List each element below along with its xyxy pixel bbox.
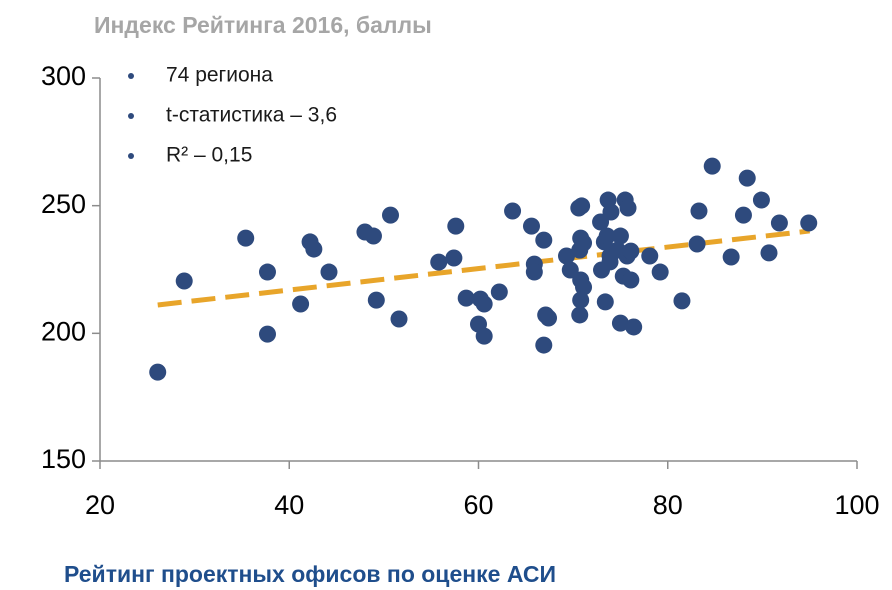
- y-tick-label: 150: [41, 444, 86, 474]
- point: [558, 247, 576, 265]
- point: [475, 327, 493, 345]
- point: [175, 272, 193, 290]
- point: [364, 227, 382, 245]
- point: [367, 291, 385, 309]
- point: [258, 263, 276, 281]
- point: [622, 242, 640, 260]
- point: [305, 240, 323, 258]
- y-tick-label: 300: [41, 61, 86, 91]
- x-tick-label: 60: [463, 490, 493, 520]
- x-tick-label: 20: [85, 490, 115, 520]
- x-tick-label: 80: [653, 490, 683, 520]
- annotation-bullet: [128, 73, 134, 79]
- point: [575, 278, 593, 296]
- point: [760, 244, 778, 262]
- point: [573, 197, 591, 215]
- point: [688, 235, 706, 253]
- point: [770, 214, 788, 232]
- point: [535, 336, 553, 354]
- point: [430, 253, 448, 271]
- point: [237, 229, 255, 247]
- point: [445, 249, 463, 267]
- point: [722, 248, 740, 266]
- x-tick-label: 40: [274, 490, 304, 520]
- annotation: 74 региона: [166, 64, 273, 87]
- point: [540, 309, 558, 327]
- point: [504, 202, 522, 220]
- point: [292, 295, 310, 313]
- point: [800, 214, 818, 232]
- annotation: t-статистика – 3,6: [166, 104, 337, 127]
- point: [571, 306, 589, 324]
- point: [525, 263, 543, 281]
- point: [522, 217, 540, 235]
- point: [535, 231, 553, 249]
- chart-title: Индекс Рейтинга 2016, баллы: [94, 12, 432, 38]
- point: [596, 293, 614, 311]
- point: [752, 191, 770, 209]
- point: [598, 227, 616, 245]
- point: [611, 227, 629, 245]
- point: [611, 314, 629, 332]
- annotation-bullet: [128, 153, 134, 159]
- y-tick-label: 200: [41, 316, 86, 346]
- point: [447, 217, 465, 235]
- point: [475, 295, 493, 313]
- point: [651, 263, 669, 281]
- point: [673, 292, 691, 310]
- point: [571, 241, 589, 259]
- point: [320, 263, 338, 281]
- x-axis-label: Рейтинг проектных офисов по оценке АСИ: [64, 561, 556, 587]
- point: [149, 363, 167, 381]
- point: [602, 203, 620, 221]
- annotation: R² – 0,15: [166, 144, 252, 167]
- point: [381, 206, 399, 224]
- point: [390, 310, 408, 328]
- annotation-bullet: [128, 113, 134, 119]
- point: [641, 247, 659, 265]
- point: [734, 206, 752, 224]
- point: [258, 325, 276, 343]
- point: [690, 202, 708, 220]
- x-tick-label: 100: [834, 490, 879, 520]
- point: [738, 169, 756, 187]
- point: [622, 271, 640, 289]
- point: [703, 157, 721, 175]
- y-tick-label: 250: [41, 189, 86, 219]
- point: [490, 283, 508, 301]
- point: [619, 199, 637, 217]
- point: [572, 291, 590, 309]
- point: [625, 318, 643, 336]
- point: [457, 289, 475, 307]
